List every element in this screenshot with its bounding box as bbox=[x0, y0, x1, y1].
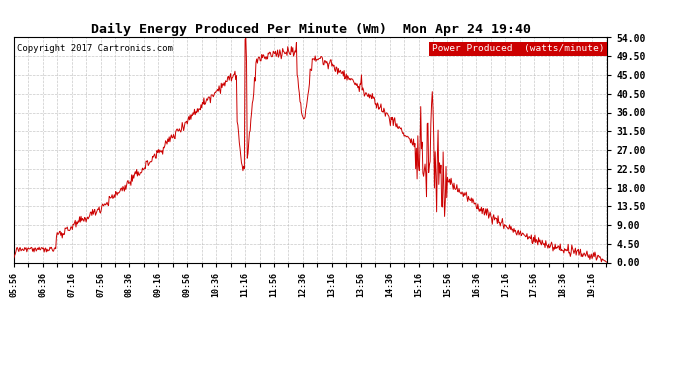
Text: Power Produced  (watts/minute): Power Produced (watts/minute) bbox=[432, 44, 604, 53]
Title: Daily Energy Produced Per Minute (Wm)  Mon Apr 24 19:40: Daily Energy Produced Per Minute (Wm) Mo… bbox=[90, 23, 531, 36]
Text: Copyright 2017 Cartronics.com: Copyright 2017 Cartronics.com bbox=[17, 44, 172, 53]
